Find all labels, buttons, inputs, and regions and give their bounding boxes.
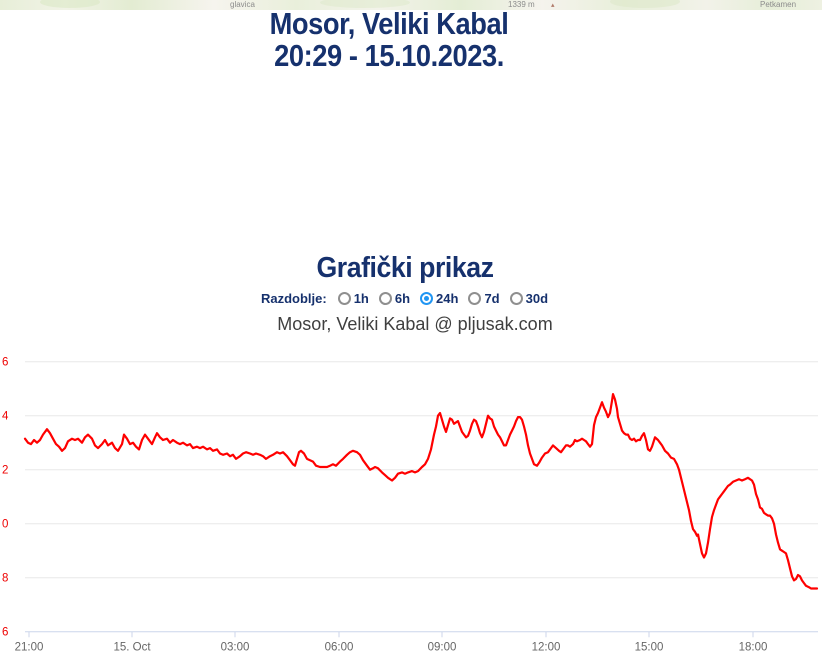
x-axis-label: 21:00 (15, 642, 44, 654)
map-strip: glavica 1339 m ▴ Petkamen (0, 0, 822, 10)
section-title: Grafički prikaz (316, 252, 494, 284)
radio-icon[interactable] (420, 292, 434, 305)
map-terrain-blob (610, 0, 680, 8)
period-option-6h[interactable]: 6h (378, 291, 411, 306)
map-terrain-blob (40, 0, 100, 8)
map-place-label: glavica (230, 0, 255, 9)
x-axis-label: 06:00 (325, 642, 354, 654)
period-option-label: 1h (353, 291, 369, 306)
temperature-line[interactable] (23, 393, 819, 590)
period-option-1h[interactable]: 1h (337, 291, 369, 306)
report-timestamp: 20:29 - 15.10.2023. (274, 38, 504, 73)
y-axis-label: 2 (2, 465, 8, 477)
radio-icon[interactable] (468, 292, 482, 305)
radio-icon[interactable] (378, 292, 392, 305)
x-axis-label: 15:00 (635, 642, 664, 654)
y-axis-label: 4 (2, 411, 9, 423)
chart-title: Mosor, Veliki Kabal @ pljusak.com (277, 314, 553, 334)
x-axis-label: 15. Oct (113, 642, 151, 654)
radio-icon[interactable] (509, 292, 523, 305)
period-option-label: 30d (525, 291, 549, 306)
period-option-30d[interactable]: 30d (509, 291, 549, 306)
x-axis-label: 03:00 (221, 642, 250, 654)
period-option-24h[interactable]: 24h (420, 291, 458, 306)
x-axis-label: 12:00 (532, 642, 561, 654)
x-axis-label: 09:00 (428, 642, 457, 654)
period-option-label: 24h (436, 291, 459, 306)
period-selector: Razdoblje: 1h 6h 24h 7d 30d (0, 291, 818, 306)
period-option-label: 7d (484, 291, 500, 306)
y-axis-label: 6 (2, 627, 8, 639)
y-axis-label: 6 (2, 357, 8, 369)
y-axis-label: 0 (2, 519, 8, 531)
period-option-label: 6h (394, 291, 411, 306)
map-place-label: Petkamen (760, 0, 797, 9)
x-axis-label: 18:00 (739, 642, 768, 654)
y-axis-label: 8 (2, 573, 8, 585)
period-selector-label: Razdoblje: (260, 291, 327, 306)
map-terrain-blob (320, 0, 410, 8)
radio-icon[interactable] (337, 292, 351, 305)
station-title: Mosor, Veliki Kabal (269, 6, 509, 41)
map-elevation-label: 1339 m (508, 0, 535, 9)
site-header: Mosor, Veliki Kabal 20:29 - 15.10.2023. (0, 8, 822, 72)
map-peak-icon: ▴ (551, 2, 555, 9)
period-option-7d[interactable]: 7d (468, 291, 500, 306)
